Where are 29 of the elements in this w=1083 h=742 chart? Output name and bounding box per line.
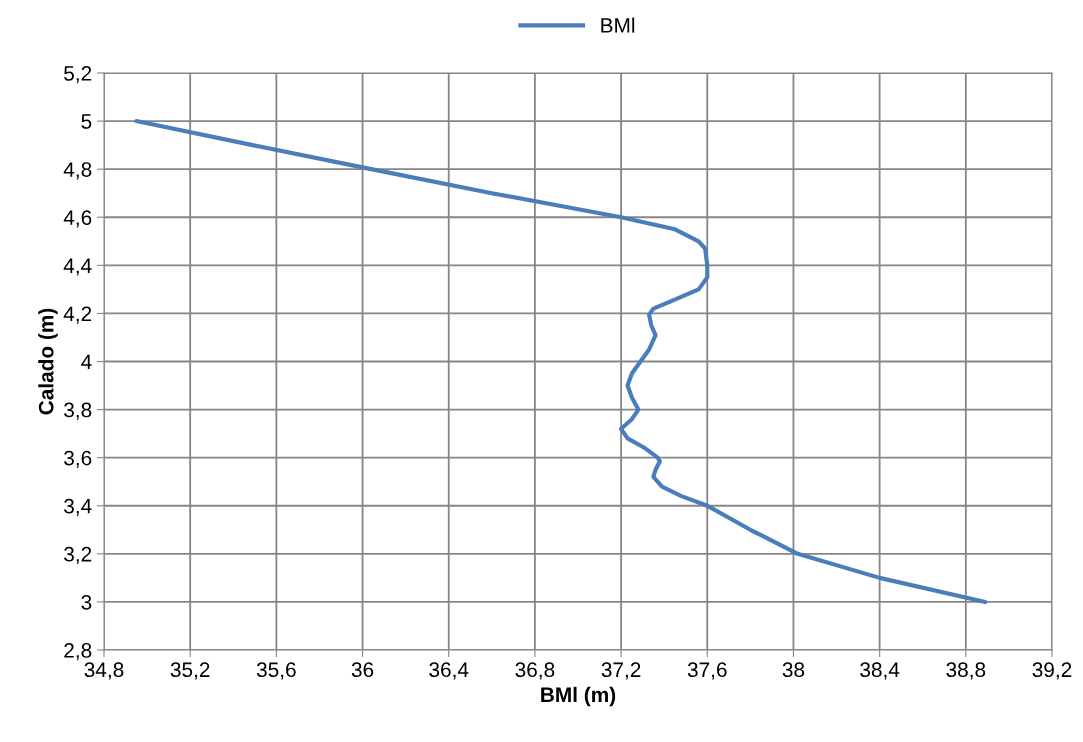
x-tick-label: 36,8 xyxy=(515,662,555,680)
y-tick-label: 3 xyxy=(81,594,92,610)
y-tick-label: 5 xyxy=(81,114,92,129)
y-axis-title: Calado (m) xyxy=(38,308,58,415)
y-tick-label: 3,2 xyxy=(64,546,92,565)
x-tick-label: 38 xyxy=(782,662,805,678)
y-tick-label: 4,2 xyxy=(63,306,92,324)
y-tick-label: 3,4 xyxy=(64,498,92,516)
y-tick-label: 4 xyxy=(81,354,92,370)
y-tick-label: 4,8 xyxy=(63,162,92,180)
x-tick-label: 35,2 xyxy=(170,662,210,680)
y-tick-label: 4,6 xyxy=(63,210,92,228)
x-tick-label: 38,4 xyxy=(860,662,900,680)
x-tick-label: 34,8 xyxy=(84,662,124,680)
line-series xyxy=(134,118,988,605)
x-tick-label: 38,8 xyxy=(946,662,986,680)
y-tick-label: 3,8 xyxy=(64,402,92,420)
x-axis-title: BMl (m) xyxy=(541,686,616,707)
y-tick-label: 5,2 xyxy=(64,66,92,84)
legend-label: BMl xyxy=(601,17,635,33)
y-tick-label: 3,6 xyxy=(64,450,92,468)
x-tick-label: 35,6 xyxy=(256,662,296,680)
x-tick-label: 36 xyxy=(351,662,374,678)
x-tick-label: 36,4 xyxy=(429,662,469,680)
x-tick-label: 37,6 xyxy=(687,662,727,680)
x-tick-label: 37,2 xyxy=(601,662,641,680)
x-tick-label: 39,2 xyxy=(1032,662,1072,680)
y-tick-label: 2,8 xyxy=(64,643,92,661)
y-tick-label: 4,4 xyxy=(63,258,92,276)
